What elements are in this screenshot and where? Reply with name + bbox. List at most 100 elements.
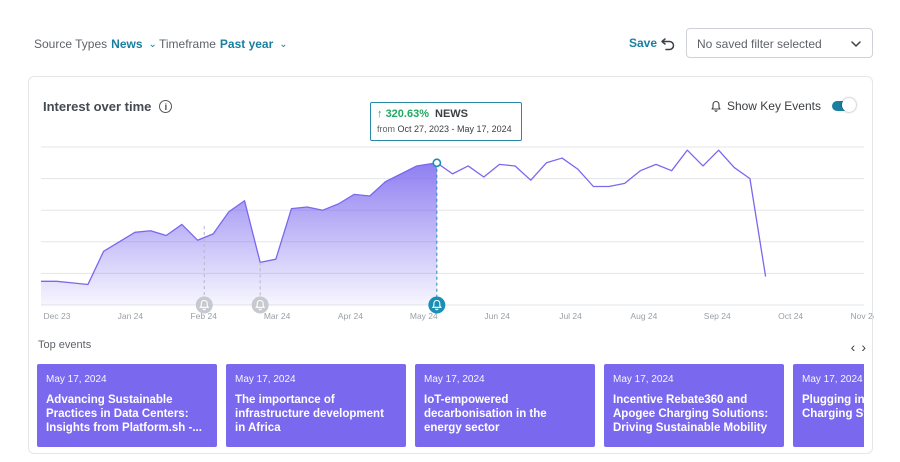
- event-date: May 17, 2024: [802, 374, 863, 385]
- data-point: [338, 203, 339, 204]
- data-point: [468, 165, 469, 166]
- event-card[interactable]: May 17, 2024 IoT-empowered decarbonisati…: [415, 364, 595, 447]
- tooltip-source: NEWS: [435, 108, 468, 120]
- event-title: Incentive Rebate360 and Apogee Charging …: [613, 394, 769, 434]
- x-tick-label: Mar 24: [264, 311, 291, 321]
- data-point: [593, 186, 594, 187]
- timeframe-value: Past year: [219, 37, 274, 51]
- top-events-nav: ‹ ›: [851, 339, 866, 355]
- chart-tooltip: ↑ 320.63% NEWS from Oct 27, 2023 - May 1…: [370, 102, 522, 141]
- bell-icon: [199, 299, 210, 311]
- info-icon[interactable]: i: [159, 100, 173, 113]
- tooltip-range: Oct 27, 2023 - May 17, 2024: [397, 124, 512, 134]
- data-point: [561, 157, 562, 158]
- event-card[interactable]: May 17, 2024 The importance of infrastru…: [226, 364, 406, 447]
- data-point: [702, 165, 703, 166]
- event-card[interactable]: May 17, 2024 Advancing Sustainable Pract…: [37, 364, 217, 447]
- selected-point: [432, 158, 442, 168]
- x-tick-label: Nov 24: [851, 311, 874, 321]
- key-events-toggle[interactable]: [832, 98, 856, 112]
- top-events-title: Top events: [38, 339, 92, 351]
- filter-bar: Source Types News ⌄ Timeframe Past year …: [0, 28, 900, 58]
- data-point: [56, 281, 57, 282]
- data-point: [687, 150, 688, 151]
- x-tick-label: May 24: [410, 311, 438, 321]
- interest-panel: Interest over time i Show Key Events Dec…: [28, 76, 874, 454]
- panel-title-text: Interest over time: [43, 99, 152, 114]
- data-point: [452, 173, 453, 174]
- event-date: May 17, 2024: [46, 374, 107, 385]
- tooltip-change-value: 320.63%: [385, 108, 429, 120]
- undo-icon[interactable]: [660, 35, 676, 51]
- data-point: [150, 230, 151, 231]
- chevron-down-icon: ⌄: [148, 38, 157, 50]
- event-date: May 17, 2024: [424, 374, 485, 385]
- data-point: [671, 170, 672, 171]
- data-point: [499, 164, 500, 165]
- saved-filter-select[interactable]: No saved filter selected: [686, 28, 873, 58]
- event-title: Advancing Sustainable Practices in Data …: [46, 394, 202, 434]
- x-tick-label: Jan 24: [118, 311, 144, 321]
- x-tick-label: Feb 24: [190, 311, 217, 321]
- event-card[interactable]: May 17, 2024 Incentive Rebate360 and Apo…: [604, 364, 784, 447]
- data-point: [483, 176, 484, 177]
- x-tick-label: Jul 24: [559, 311, 582, 321]
- data-point: [608, 186, 609, 187]
- data-point: [369, 195, 370, 196]
- data-point: [213, 233, 214, 234]
- data-point: [624, 183, 625, 184]
- data-point: [307, 206, 308, 207]
- event-card[interactable]: May 17, 2024 Plugging into the Business …: [793, 364, 864, 447]
- data-point: [385, 181, 386, 182]
- saved-filter-placeholder: No saved filter selected: [697, 37, 822, 51]
- event-title: The importance of infrastructure develop…: [235, 394, 384, 434]
- x-tick-label: Aug 24: [630, 311, 657, 321]
- data-point: [87, 284, 88, 285]
- save-button[interactable]: Save: [629, 36, 658, 50]
- event-marker: [195, 296, 213, 314]
- event-marker: [251, 296, 269, 314]
- event-marker: [428, 296, 446, 314]
- bell-icon: [255, 299, 266, 311]
- key-events-toggle-group: Show Key Events: [710, 98, 856, 113]
- source-types-label: Source Types: [34, 37, 108, 51]
- x-tick-label: Jun 24: [484, 311, 510, 321]
- data-point: [103, 251, 104, 252]
- data-point: [353, 194, 354, 195]
- interest-chart: Dec 23 Jan 24 Feb 24 Mar 24 Apr 24 May 24 Jun …: [40, 146, 874, 321]
- data-point: [530, 180, 531, 181]
- data-point: [197, 240, 198, 241]
- bell-icon: [431, 299, 442, 311]
- source-types-filter[interactable]: Source Types News ⌄: [34, 37, 157, 51]
- data-point: [166, 235, 167, 236]
- x-tick-label: Oct 24: [778, 311, 803, 321]
- timeframe-filter[interactable]: Timeframe Past year ⌄: [159, 37, 288, 51]
- chevron-right-icon[interactable]: ›: [861, 339, 866, 355]
- event-title: IoT-empowered decarbonisation in the ene…: [424, 394, 547, 434]
- series-area: [41, 162, 437, 305]
- top-events-list: May 17, 2024 Advancing Sustainable Pract…: [37, 364, 864, 447]
- data-point: [734, 167, 735, 168]
- event-title: Plugging into the Business Charging Sta: [802, 394, 864, 420]
- data-point: [749, 178, 750, 179]
- data-point: [40, 281, 41, 282]
- chevron-down-icon: ⌄: [279, 38, 288, 50]
- chevron-left-icon[interactable]: ‹: [850, 339, 856, 355]
- data-point: [291, 208, 292, 209]
- data-point: [119, 241, 120, 242]
- data-point: [72, 282, 73, 283]
- event-date: May 17, 2024: [235, 374, 296, 385]
- key-events-label: Show Key Events: [726, 99, 821, 113]
- tooltip-from-label: from: [377, 124, 395, 134]
- data-point: [322, 210, 323, 211]
- arrow-up-icon: ↑: [377, 108, 383, 120]
- x-tick-label: Dec 23: [44, 311, 71, 321]
- data-point: [577, 169, 578, 170]
- data-point: [228, 211, 229, 212]
- data-point: [275, 259, 276, 260]
- x-tick-label: Apr 24: [338, 311, 363, 321]
- data-point: [181, 224, 182, 225]
- data-point: [134, 232, 135, 233]
- data-point: [765, 276, 766, 277]
- event-date: May 17, 2024: [613, 374, 674, 385]
